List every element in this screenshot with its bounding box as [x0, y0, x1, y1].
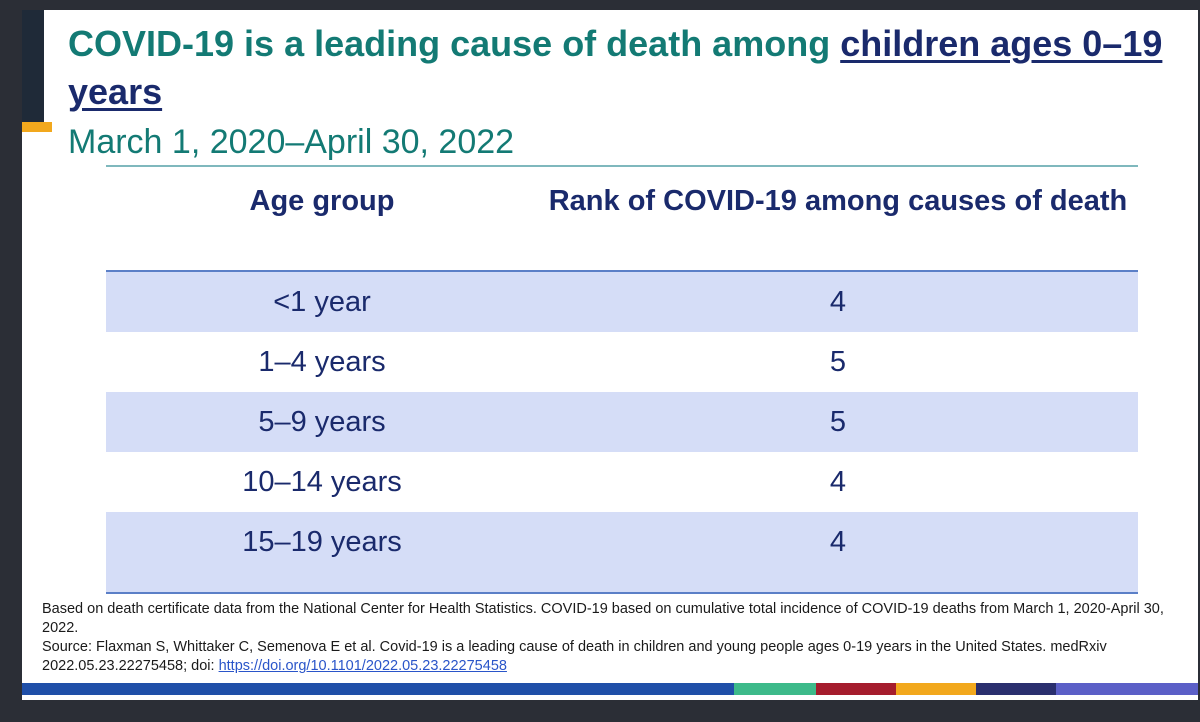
rank-cell: 4 [538, 271, 1138, 332]
slide-subtitle: March 1, 2020–April 30, 2022 [68, 123, 515, 161]
table-row: <1 year 4 [106, 271, 1138, 332]
table-top-rule [106, 165, 1138, 167]
table-row: 15–19 years 4 [106, 512, 1138, 572]
footnote-basis: Based on death certificate data from the… [42, 601, 1164, 636]
slide-title: COVID-19 is a leading cause of death amo… [68, 20, 1168, 116]
footnote: Based on death certificate data from the… [42, 600, 1192, 676]
age-group-cell: 1–4 years [106, 332, 538, 392]
left-accent-gold-bar [22, 122, 52, 132]
bar-segment-gold [896, 683, 976, 695]
table-row: 5–9 years 5 [106, 392, 1138, 452]
title-underlined: children ages 0–19 years [68, 23, 1163, 112]
source-citation: Source: Flaxman S, Whittaker C, Semenova… [42, 639, 1107, 674]
bar-segment-green [734, 683, 816, 695]
slide: COVID-19 is a leading cause of death amo… [22, 10, 1198, 700]
age-group-cell: <1 year [106, 271, 538, 332]
table-row: 10–14 years 4 [106, 452, 1138, 512]
bar-segment-red [816, 683, 896, 695]
header-age-group: Age group [106, 176, 538, 272]
table-bottom-padding [106, 572, 1138, 594]
rank-cell: 5 [538, 332, 1138, 392]
table-row: 1–4 years 5 [106, 332, 1138, 392]
age-group-cell: 15–19 years [106, 512, 538, 572]
rank-table: Age group Rank of COVID-19 among causes … [106, 176, 1138, 594]
bar-segment-blue [22, 683, 734, 695]
age-group-cell: 10–14 years [106, 452, 538, 512]
rank-cell: 5 [538, 392, 1138, 452]
rank-cell: 4 [538, 512, 1138, 572]
doi-link[interactable]: https://doi.org/10.1101/2022.05.23.22275… [218, 658, 507, 674]
bar-segment-purple [1056, 683, 1198, 695]
bar-segment-navy [976, 683, 1056, 695]
rank-cell: 4 [538, 452, 1138, 512]
header-rank: Rank of COVID-19 among causes of death [538, 176, 1138, 272]
age-group-cell: 5–9 years [106, 392, 538, 452]
table-header-row: Age group Rank of COVID-19 among causes … [106, 176, 1138, 272]
bottom-color-bar [22, 683, 1198, 695]
footnote-source: Source: Flaxman S, Whittaker C, Semenova… [42, 638, 1192, 676]
title-main: COVID-19 is a leading cause of death amo… [68, 23, 841, 64]
left-accent-bar [22, 10, 44, 122]
